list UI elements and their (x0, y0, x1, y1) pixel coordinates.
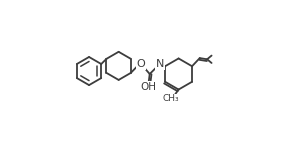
Text: OH: OH (140, 82, 156, 92)
Text: CH₃: CH₃ (163, 94, 179, 103)
Text: O: O (137, 59, 145, 69)
Text: N: N (156, 59, 164, 69)
